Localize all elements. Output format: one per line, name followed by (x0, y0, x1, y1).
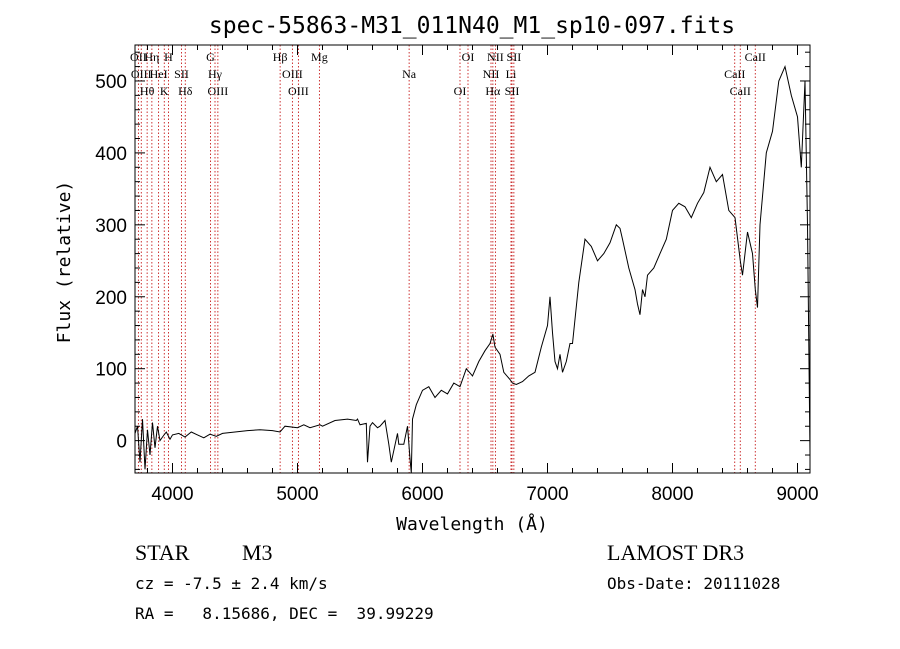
survey-name: LAMOST DR3 (607, 540, 745, 565)
line-label: Hγ (208, 67, 223, 81)
plot-frame (134, 44, 811, 474)
line-label: OIII (288, 84, 309, 98)
y-tick-label: 400 (95, 144, 127, 165)
line-label: K (160, 84, 169, 98)
redshift-velocity: cz = -7.5 ± 2.4 km/s (135, 574, 328, 593)
x-tick-label: 5000 (276, 484, 318, 505)
y-tick-label: 300 (95, 216, 127, 237)
x-tick-label: 8000 (651, 484, 693, 505)
emission-line-markers (137, 45, 756, 473)
line-label: H (164, 50, 173, 64)
line-label: Na (402, 67, 417, 81)
x-tick-label: 6000 (401, 484, 443, 505)
line-label: Mg (311, 50, 328, 64)
line-label: Hβ (273, 50, 288, 64)
x-tick-label: 7000 (526, 484, 568, 505)
line-label: NII (487, 50, 504, 64)
line-label: NII (483, 67, 500, 81)
line-label: OI (462, 50, 475, 64)
line-label: HeI (150, 67, 168, 81)
x-tick-label: 4000 (151, 484, 193, 505)
spectral-subclass: M3 (242, 540, 273, 565)
y-axis-label: Flux (relative) (54, 181, 75, 344)
coordinates: RA = 8.15686, DEC = 39.99229 (135, 604, 434, 623)
line-label: Hη (144, 50, 159, 64)
x-axis-label: Wavelength (Å) (396, 513, 548, 535)
line-label: Hθ (140, 84, 155, 98)
spectrum-line (134, 64, 811, 474)
line-label: OII (130, 50, 147, 64)
y-tick-label: 200 (95, 288, 127, 309)
line-label: Li (506, 67, 517, 81)
observation-date: Obs-Date: 20111028 (607, 574, 781, 593)
y-tick-label: 0 (116, 432, 127, 453)
spectral-class: STAR (135, 540, 190, 565)
line-label: OIII (208, 84, 229, 98)
line-label: OIII (282, 67, 303, 81)
line-label: CaII (730, 84, 751, 98)
line-label: SII (507, 50, 522, 64)
y-tick-label: 500 (95, 72, 127, 93)
chart-title: spec-55863-M31_011N40_M1_sp10-097.fits (209, 13, 735, 39)
line-label: OIII (131, 67, 152, 81)
line-label: CaII (724, 67, 745, 81)
line-label: CaII (745, 50, 766, 64)
line-label: Hδ (178, 84, 193, 98)
line-label: Hα (485, 84, 501, 98)
x-tick-label: 9000 (776, 484, 818, 505)
line-label: OI (454, 84, 467, 98)
line-label: G (206, 50, 215, 64)
y-tick-label: 100 (95, 360, 127, 381)
line-label: SII (174, 67, 189, 81)
emission-line-labels: OIIOIIIHθHηHeIKHSIIHδGHγOIIIHβOIIIOIIIMg… (130, 50, 766, 98)
axes: 4000 5000 6000 7000 8000 9000 0 100 200 300 400 500 (95, 45, 819, 505)
line-label: SII (505, 84, 520, 98)
